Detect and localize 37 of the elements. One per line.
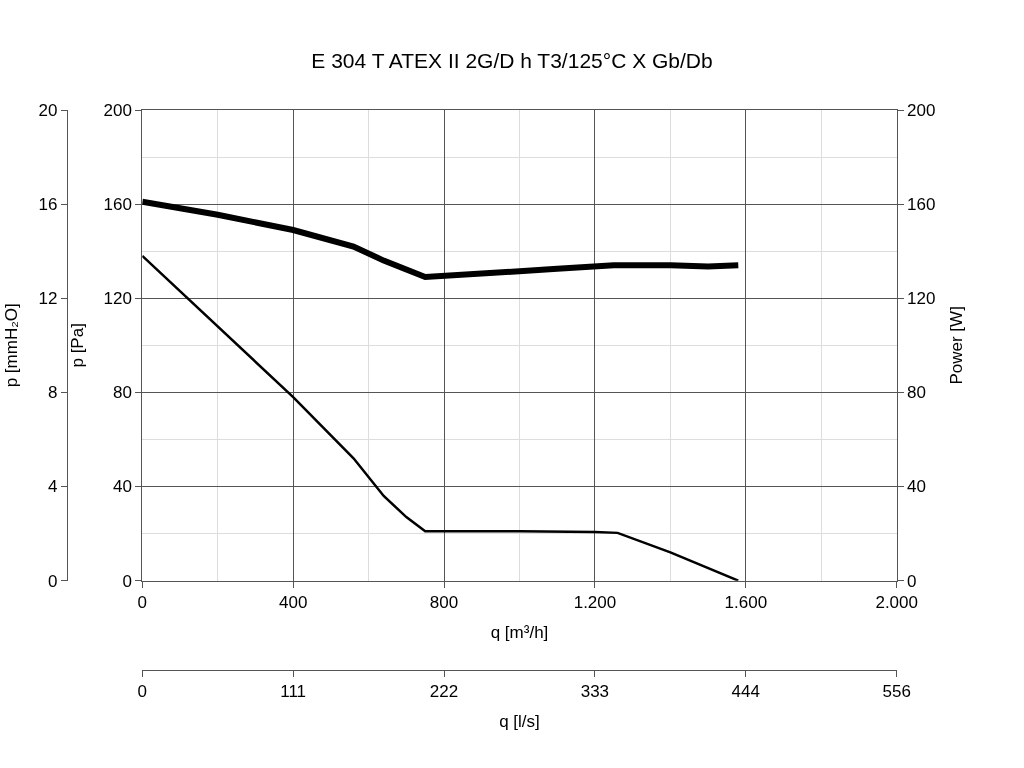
x2-tick-label: 0 [137,682,148,702]
y3-tick-label: 20 [38,100,58,120]
y2-tick-label: 200 [907,100,936,120]
y-tick-label: 0 [122,571,132,591]
y-tick-label: 40 [112,477,132,497]
y2-axis-title: Power [W] [946,306,966,385]
chart-title: E 304 T ATEX II 2G/D h T3/125°C X Gb/Db [311,49,713,73]
y-tick-label: 80 [112,383,132,403]
x2-tick-label: 444 [731,682,760,702]
y3-axis-title: p [mmH₂O] [2,303,22,388]
y2-tick-label: 120 [907,289,936,309]
y-axis-title: p [Pa] [68,323,88,368]
y2-tick-label: 0 [907,571,917,591]
x-tick-label: 800 [429,593,459,613]
x-tick-label: 2.000 [875,593,918,613]
x-tick-label: 0 [137,593,148,613]
x-tick-label: 1.600 [724,593,768,613]
y2-tick-label: 40 [907,477,927,497]
y3-tick-label: 8 [47,383,58,403]
y-tick-label: 160 [103,195,132,215]
y3-tick-label: 0 [47,571,58,591]
x2-tick-label: 333 [580,682,610,702]
x-tick-label: 400 [278,593,308,613]
x2-tick-label: 222 [429,682,459,702]
x2-tick-label: 111 [280,682,307,702]
x-axis-title: q [m³/h] [490,623,549,643]
x2-axis-title: q [l/s] [499,712,540,732]
y3-tick-label: 4 [47,477,58,497]
y3-tick-label: 16 [38,195,58,215]
x2-tick-label: 556 [882,682,911,702]
y-tick-label: 200 [103,100,132,120]
y2-tick-label: 80 [907,383,927,403]
x-tick-label: 1.200 [573,593,617,613]
y-tick-label: 120 [103,289,132,309]
y3-tick-label: 12 [38,289,58,309]
line-series [142,254,740,581]
y2-tick-label: 160 [907,195,936,215]
